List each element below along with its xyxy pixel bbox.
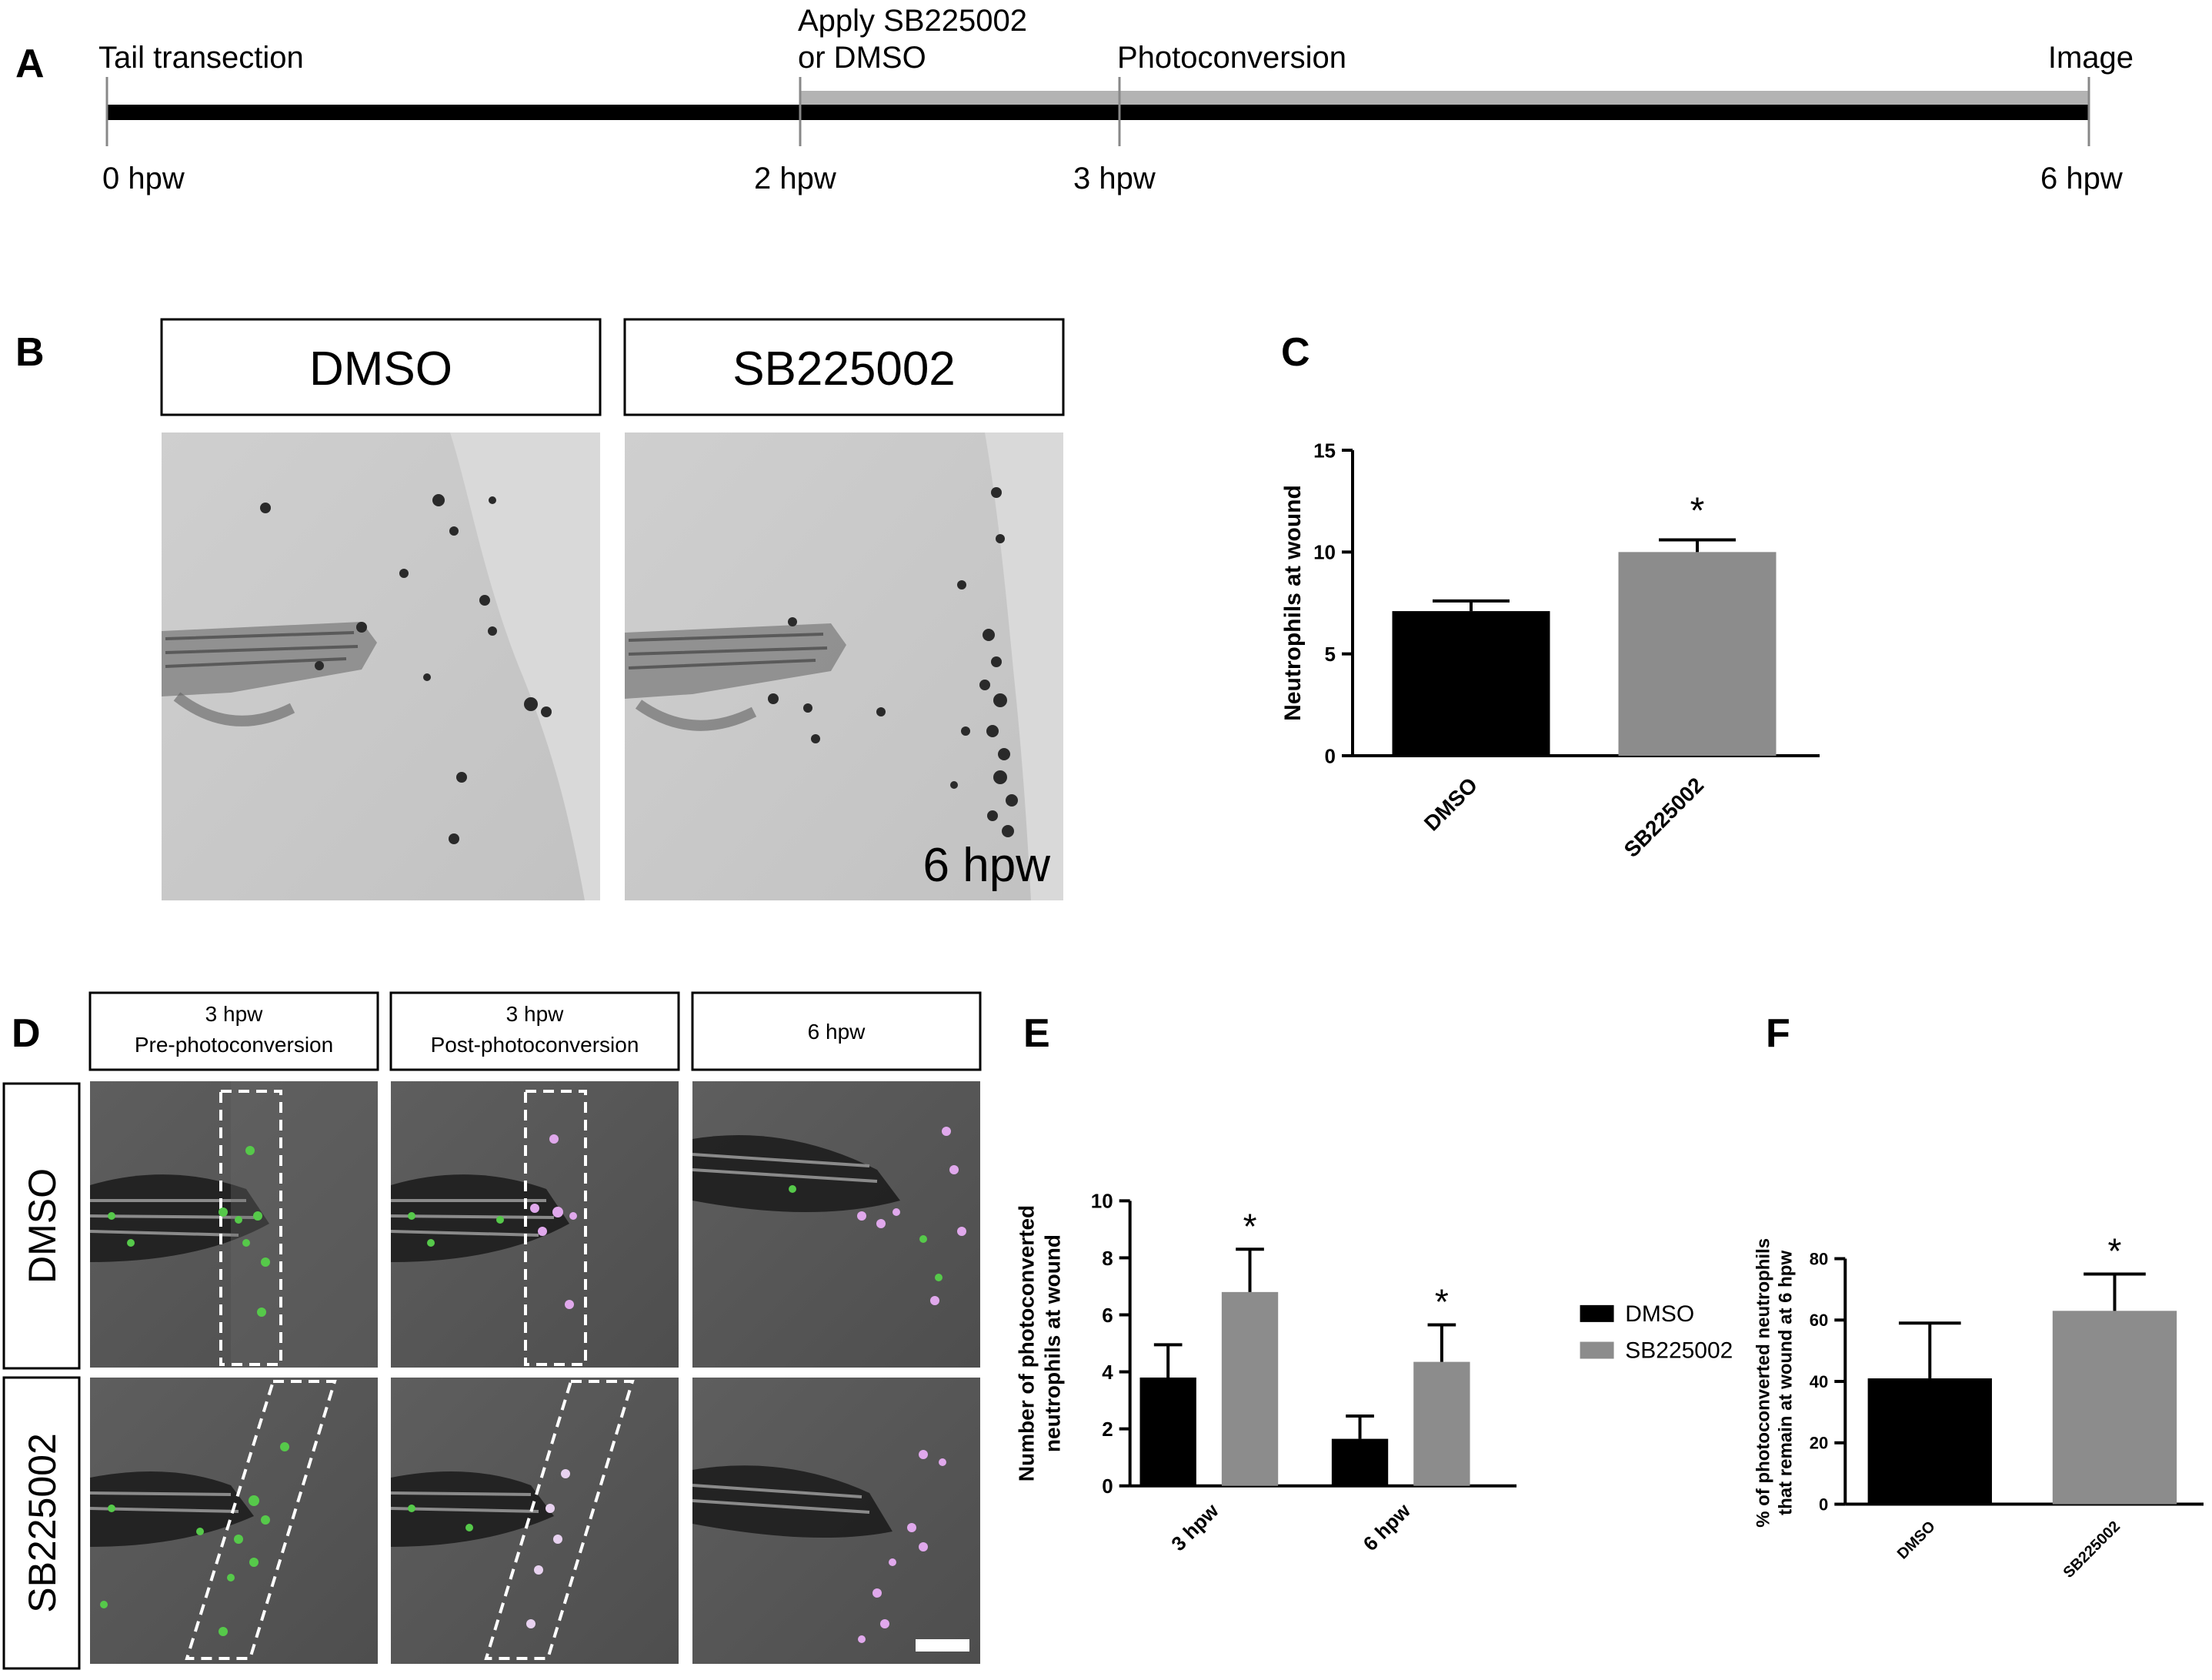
- row-header-sb225002: SB225002: [21, 1433, 64, 1613]
- image-dmso-6hpw: [162, 433, 600, 900]
- x-tick-label-c-dmso: DMSO: [1420, 773, 1482, 835]
- panel-label-f: F: [1766, 1011, 1790, 1056]
- timeline-axis: [106, 105, 2090, 120]
- col-header-6hpw: 6 hpw: [808, 1020, 866, 1044]
- significance-e-sb225002-6-hpw: *: [1435, 1281, 1449, 1321]
- chart-f: F 0 20 40 60 80 % of photoconverted neutrophi…: [1753, 1011, 2204, 1581]
- panel-d: D 3 hpw Pre-photoconversion 3 hpw Post-p…: [2, 991, 982, 1670]
- header-dmso: DMSO: [309, 342, 452, 396]
- y-tick-label-e-6: 6: [1102, 1304, 1113, 1327]
- y-axis-label-e-line1: Number of photoconverted: [1015, 1205, 1039, 1481]
- event-tail-transection: Tail transection: [98, 41, 304, 75]
- significance-e-sb225002-3-hpw: *: [1243, 1206, 1257, 1246]
- bar-f-sb225002: [2052, 1311, 2177, 1505]
- tick-label-3-hpw: 3 hpw: [1073, 162, 1156, 195]
- y-tick-label-e-0: 0: [1102, 1475, 1113, 1498]
- chart-c: C 0 5 10 15 Neutrophils at wound DMSO * SB22500…: [1280, 330, 1820, 862]
- legend-swatch-sb225002: [1580, 1341, 1614, 1359]
- x-tick-label-f-sb225002: SB225002: [2060, 1518, 2124, 1581]
- legend-label-sb225002: SB225002: [1625, 1338, 1733, 1364]
- roi-box: [524, 1090, 587, 1366]
- y-axis-label-e-line2: neutrophils at wound: [1040, 1234, 1064, 1452]
- event-apply-drug-line2: or DMSO: [798, 41, 926, 75]
- image-sb225002-pre: [89, 1378, 378, 1664]
- roi-box: [185, 1380, 337, 1660]
- x-tick-label-e-6-hpw: 6 hpw: [1359, 1498, 1416, 1555]
- image-sb225002-6hpw-fluo: [692, 1378, 980, 1664]
- y-tick-label-f-0: 0: [1819, 1495, 1828, 1514]
- y-axis-label-f-line1: % of photoconverted neutrophils: [1753, 1238, 1774, 1528]
- x-tick-label-e-3-hpw: 3 hpw: [1166, 1498, 1223, 1555]
- x-tick-label-f-dmso: DMSO: [1894, 1518, 1939, 1563]
- tick-label-2-hpw: 2 hpw: [754, 162, 836, 195]
- y-tick-label-e-10: 10: [1091, 1190, 1113, 1213]
- y-tick-label-f-40: 40: [1810, 1372, 1828, 1391]
- y-tick-label-e-8: 8: [1102, 1247, 1113, 1270]
- col-header-pre-line2: Pre-photoconversion: [135, 1033, 333, 1057]
- bar-e-sb225002-6-hpw: [1413, 1361, 1470, 1486]
- col-header-box-6hpw: [691, 991, 982, 1071]
- y-tick-label-c-5: 5: [1325, 643, 1336, 666]
- image-sb225002-6hpw: 6 hpw: [625, 433, 1063, 900]
- bar-c-dmso: [1392, 611, 1550, 756]
- tick-label-6-hpw: 6 hpw: [2040, 162, 2123, 195]
- event-image: Image: [2048, 41, 2134, 75]
- col-header-box-post: [389, 991, 680, 1071]
- y-tick-label-c-15: 15: [1313, 439, 1336, 462]
- bar-f-dmso: [1867, 1378, 1992, 1505]
- y-tick-label-e-2: 2: [1102, 1418, 1113, 1441]
- significance-c-sb225002: *: [1690, 490, 1705, 531]
- image-sb225002-post: [390, 1378, 679, 1664]
- tick-label-0-hpw: 0 hpw: [102, 162, 185, 195]
- event-photoconversion: Photoconversion: [1117, 41, 1346, 75]
- row-header-box-sb225002: [2, 1376, 81, 1670]
- panel-label-e: E: [1023, 1011, 1050, 1056]
- bar-c-sb225002: [1618, 552, 1777, 756]
- image-dmso-6hpw-fluo: [692, 1081, 980, 1368]
- chart-e: E 0 2 4 6 8 10 Number of photoconverted neutrop…: [1015, 1011, 1733, 1555]
- y-tick-label-f-80: 80: [1810, 1249, 1828, 1268]
- col-header-box-pre: [88, 991, 379, 1071]
- scale-bar: [916, 1639, 969, 1652]
- roi-box: [219, 1090, 282, 1366]
- y-tick-label-e-4: 4: [1102, 1361, 1113, 1384]
- bar-e-sb225002-3-hpw: [1221, 1291, 1279, 1486]
- y-tick-label-f-20: 20: [1810, 1434, 1828, 1453]
- panel-label-a: A: [15, 42, 45, 86]
- y-tick-label-c-0: 0: [1325, 744, 1336, 767]
- row-header-box-dmso: [2, 1082, 81, 1370]
- y-tick-label-c-10: 10: [1313, 541, 1336, 564]
- panel-b: B DMSO SB225002: [15, 318, 1065, 900]
- legend-swatch-dmso: [1580, 1304, 1614, 1322]
- image-dmso-pre: [89, 1081, 378, 1368]
- bar-e-dmso-6-hpw: [1331, 1438, 1389, 1486]
- bar-e-dmso-3-hpw: [1139, 1377, 1196, 1486]
- panel-label-b: B: [15, 330, 45, 375]
- panel-label-d: D: [12, 1011, 41, 1056]
- image-dmso-post: [390, 1081, 679, 1368]
- x-tick-label-c-sb225002: SB225002: [1620, 773, 1709, 862]
- panel-label-c: C: [1281, 330, 1310, 375]
- legend-label-dmso: DMSO: [1625, 1301, 1694, 1327]
- significance-f-sb225002: *: [2108, 1231, 2122, 1271]
- treatment-bar: [800, 91, 2090, 105]
- event-apply-drug-line1: Apply SB225002: [798, 4, 1027, 38]
- time-label-6-hpw: 6 hpw: [923, 839, 1051, 892]
- y-axis-label-c: Neutrophils at wound: [1280, 485, 1306, 721]
- row-header-dmso: DMSO: [21, 1168, 64, 1284]
- col-header-pre-line1: 3 hpw: [205, 1002, 263, 1026]
- y-tick-label-f-60: 60: [1810, 1311, 1828, 1330]
- col-header-post-line1: 3 hpw: [506, 1002, 564, 1026]
- panel-a: A Tail transection Apply SB225002 or DMS…: [15, 4, 2134, 195]
- header-box-sb225002: [623, 318, 1065, 416]
- roi-box: [484, 1380, 635, 1660]
- y-axis-label-f-line2: that remain at wound at 6 hpw: [1775, 1251, 1796, 1515]
- col-header-post-line2: Post-photoconversion: [431, 1033, 639, 1057]
- header-box-dmso: [160, 318, 602, 416]
- header-sb225002: SB225002: [732, 342, 956, 396]
